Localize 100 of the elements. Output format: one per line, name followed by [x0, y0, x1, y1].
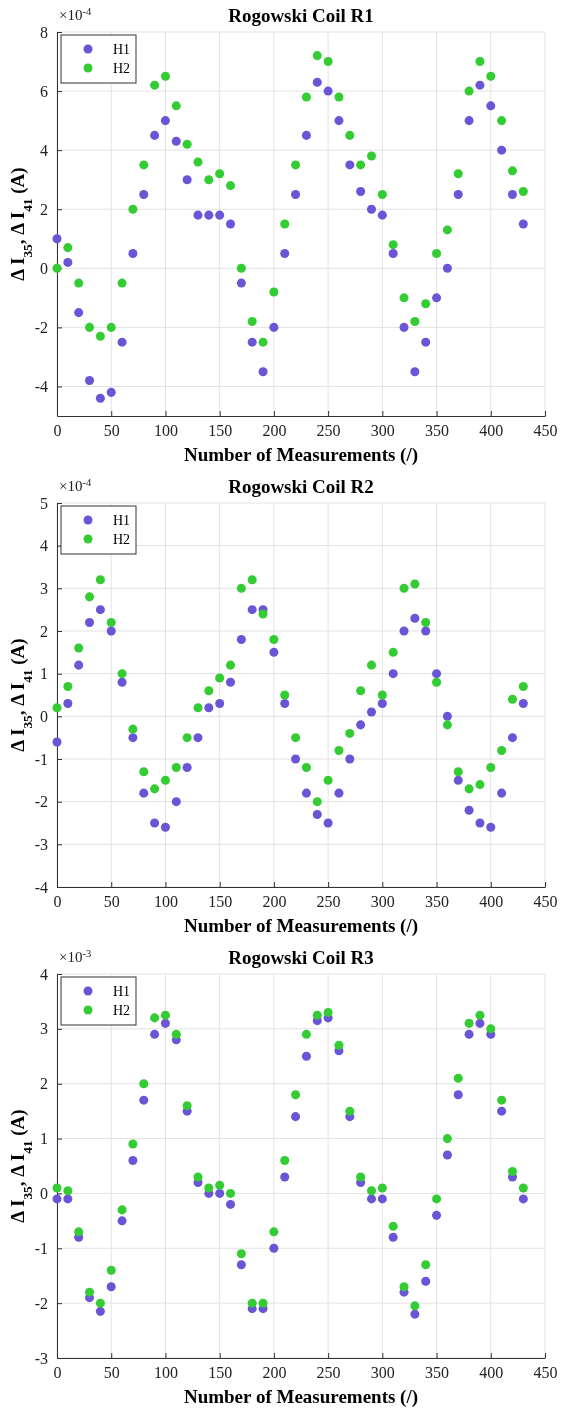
point — [518, 699, 528, 709]
x-tick-label: 0 — [53, 422, 62, 440]
point — [497, 1095, 507, 1105]
point — [432, 1194, 442, 1204]
point — [63, 681, 73, 691]
point — [410, 316, 420, 326]
point — [117, 1216, 127, 1226]
point — [139, 1095, 149, 1105]
point — [301, 763, 311, 773]
point — [377, 1183, 387, 1193]
point — [247, 1298, 257, 1308]
point — [356, 720, 366, 730]
point — [139, 788, 149, 798]
point — [301, 1029, 311, 1039]
point — [258, 367, 268, 377]
point — [464, 784, 474, 794]
point — [117, 278, 127, 288]
point — [236, 278, 246, 288]
point — [507, 189, 517, 199]
point — [106, 1265, 116, 1275]
point — [171, 101, 181, 111]
text: ×10$^{-4}$ — [59, 476, 92, 494]
point — [182, 139, 192, 149]
point — [215, 169, 225, 179]
point — [518, 681, 528, 691]
x-tick-label: 250 — [316, 893, 341, 911]
point — [204, 210, 214, 220]
point — [128, 249, 138, 259]
x-tick-label: 350 — [425, 1364, 450, 1382]
point — [453, 767, 463, 777]
point — [128, 1139, 138, 1149]
x-tick-label: 100 — [153, 1364, 178, 1382]
point — [182, 175, 192, 185]
y-tick-label: 4 — [40, 965, 48, 983]
point — [236, 1249, 246, 1259]
point — [486, 101, 496, 111]
point — [377, 210, 387, 220]
point — [486, 71, 496, 81]
y-tick-label: -1 — [34, 1239, 48, 1257]
point — [291, 733, 301, 743]
point — [399, 322, 409, 332]
point — [410, 613, 420, 623]
point — [421, 337, 431, 347]
x-axis-title: Number of Measurements (/) — [183, 1386, 419, 1408]
point — [345, 1106, 355, 1116]
point — [475, 1010, 485, 1020]
point — [160, 71, 170, 81]
point — [139, 160, 149, 170]
point — [399, 583, 409, 593]
x-tick-label: 50 — [103, 1364, 120, 1382]
point — [85, 376, 95, 386]
x-tick-label: 250 — [316, 422, 341, 440]
point — [432, 293, 442, 303]
y-tick-label: 0 — [40, 1185, 48, 1203]
x-tick-label: 300 — [370, 1364, 395, 1382]
point — [377, 690, 387, 700]
point — [128, 733, 138, 743]
point — [171, 1029, 181, 1039]
point — [366, 204, 376, 214]
point — [421, 1260, 431, 1270]
point — [464, 1018, 474, 1028]
point — [117, 669, 127, 679]
y-tick-label: -4 — [34, 378, 48, 396]
point — [464, 805, 474, 815]
point — [453, 775, 463, 785]
y-tick-label: 4 — [40, 141, 48, 159]
x-tick-label: 200 — [262, 422, 287, 440]
point — [345, 160, 355, 170]
point — [236, 583, 246, 593]
point — [85, 592, 95, 602]
x-tick-label: 50 — [103, 893, 120, 911]
point — [258, 337, 268, 347]
x-tick-label: 150 — [208, 1364, 233, 1382]
point — [356, 160, 366, 170]
point — [301, 1051, 311, 1061]
legend-label: H1 — [113, 42, 131, 57]
point — [269, 635, 279, 645]
point — [507, 694, 517, 704]
point — [106, 1282, 116, 1292]
point — [518, 1194, 528, 1204]
point — [442, 720, 452, 730]
point — [269, 322, 279, 332]
y-tick-label: 2 — [40, 622, 48, 640]
point — [226, 660, 236, 670]
point — [74, 308, 84, 318]
point — [334, 745, 344, 755]
y-tick-label: 0 — [40, 259, 48, 277]
point — [52, 737, 62, 747]
point — [432, 249, 442, 259]
y-tick-label: -4 — [34, 878, 48, 896]
point — [150, 80, 160, 90]
point — [388, 1232, 398, 1242]
point — [399, 293, 409, 303]
y-tick-label: 1 — [40, 665, 48, 683]
point — [442, 263, 452, 273]
point — [226, 219, 236, 229]
x-tick-label: 450 — [533, 1364, 558, 1382]
point — [95, 605, 105, 615]
point — [464, 86, 474, 96]
point — [442, 1134, 452, 1144]
